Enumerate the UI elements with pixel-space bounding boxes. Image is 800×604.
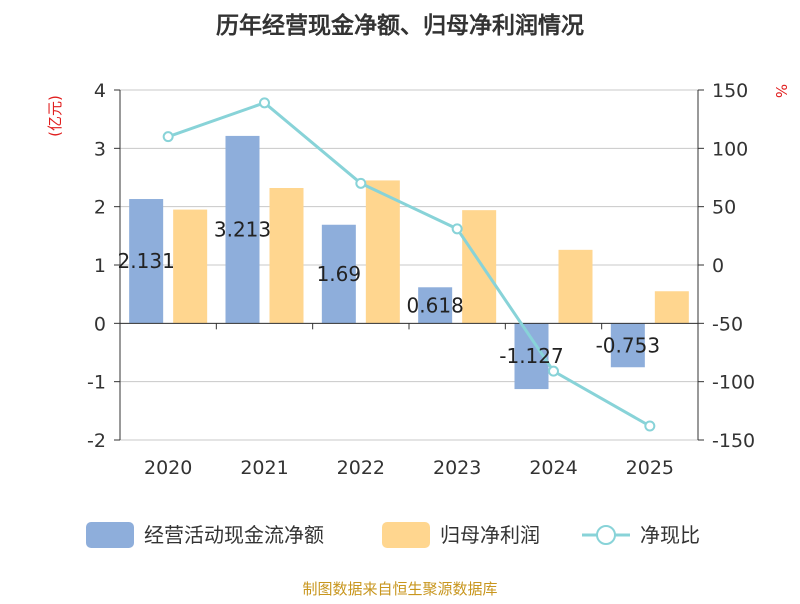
cash-flow-data-label: 0.618 [407, 293, 464, 317]
axes: -2 -1 0 1 2 3 4 -150 -100 -50 0 50 100 150 2020 2021 202… [87, 80, 755, 479]
right-tick-label: 150 [712, 80, 748, 102]
right-tick-label: -50 [712, 313, 743, 335]
right-tick-label: -100 [712, 372, 755, 394]
net-profit-bar [365, 180, 400, 324]
cash-flow-data-label: 3.213 [214, 218, 271, 242]
net-cash-ratio-point [162, 131, 174, 143]
net-profit-bar [462, 210, 497, 324]
legend-label-net-cash-ratio: 净现比 [640, 523, 700, 547]
cash-flow-bar [321, 224, 356, 324]
legend-swatch-cash-flow [86, 522, 134, 548]
net-cash-ratio-point [451, 223, 463, 235]
left-tick-label: -1 [87, 372, 106, 394]
x-tick-label: 2020 [144, 457, 192, 479]
legend-label-net-profit: 归母净利润 [440, 523, 540, 547]
right-tick-label: -150 [712, 430, 755, 452]
legend-swatch-net-profit [382, 522, 430, 548]
cash-flow-bar [610, 323, 645, 368]
left-tick-label: 2 [94, 197, 106, 219]
legend: 经营活动现金流净额 归母净利润 净现比 [86, 522, 700, 548]
net-profit-bar [269, 188, 304, 324]
cash-flow-data-label: -1.127 [499, 344, 563, 368]
net-profit-bar [654, 291, 689, 324]
cash-flow-bar [225, 135, 260, 324]
x-tick-label: 2022 [337, 457, 385, 479]
legend-label-cash-flow: 经营活动现金流净额 [144, 523, 324, 547]
right-axis-unit: % [772, 84, 790, 98]
net-cash-ratio-point [355, 177, 367, 189]
data-labels: 2.131 3.213 1.69 0.618 -1.127 -0.753 [118, 218, 661, 369]
cash-flow-data-label: 2.131 [118, 249, 175, 273]
x-tick-label: 2023 [433, 457, 481, 479]
legend-marker-net-cash-ratio [596, 525, 616, 545]
net-cash-ratio-point [644, 420, 656, 432]
net-cash-ratio-line [167, 101, 651, 428]
right-tick-label: 100 [712, 138, 748, 160]
x-tick-label: 2025 [626, 457, 674, 479]
source-note: 制图数据来自恒生聚源数据库 [302, 580, 497, 598]
left-tick-label: 0 [94, 313, 106, 335]
net-profit-bar [558, 249, 593, 324]
line-series [162, 97, 656, 432]
net-cash-ratio-point [548, 365, 559, 377]
x-tick-label: 2021 [240, 457, 288, 479]
left-tick-label: 1 [94, 255, 106, 277]
cash-flow-data-label: -0.753 [596, 333, 660, 357]
chart-title: 历年经营现金净额、归母净利润情况 [216, 12, 584, 39]
cash-flow-data-label: 1.69 [317, 262, 362, 286]
right-tick-label: 0 [712, 255, 724, 277]
left-tick-label: -2 [87, 430, 106, 452]
cash-flow-bar [418, 287, 453, 324]
left-tick-label: 4 [94, 80, 106, 102]
left-tick-label: 3 [94, 138, 106, 160]
cash-flow-bar [129, 199, 164, 324]
x-tick-label: 2024 [529, 457, 577, 479]
left-axis-unit: (亿元) [46, 95, 64, 137]
bar-series [129, 135, 689, 390]
net-cash-ratio-point [259, 97, 270, 109]
right-tick-label: 50 [712, 197, 736, 219]
net-profit-bar [173, 209, 208, 324]
